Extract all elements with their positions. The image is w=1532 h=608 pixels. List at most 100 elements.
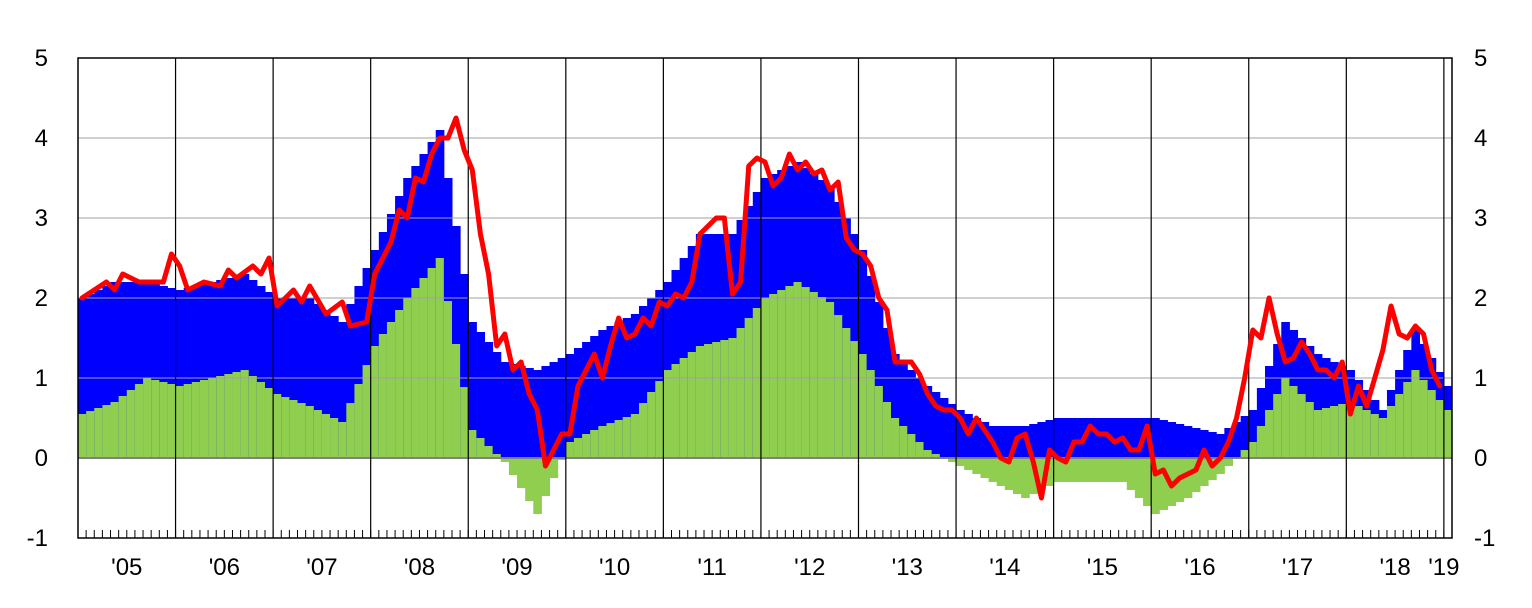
- bar-green: [126, 390, 136, 458]
- x-tick-label: '11: [697, 554, 727, 581]
- bar-green: [1386, 406, 1396, 458]
- bar-green: [297, 403, 307, 458]
- bar-green: [78, 414, 87, 458]
- bar-green: [484, 446, 494, 458]
- x-tick-label: '12: [794, 554, 825, 581]
- x-tick-label: '06: [209, 554, 240, 581]
- bar-green: [443, 301, 453, 458]
- y-tick-label-left: 0: [35, 445, 48, 472]
- bar-green: [1338, 404, 1347, 458]
- bar-green: [980, 458, 990, 478]
- bar-total: [565, 354, 575, 458]
- bar-green: [834, 315, 843, 458]
- bar-green: [1183, 458, 1193, 498]
- bar-total: [1110, 418, 1120, 458]
- bar-green: [874, 386, 884, 458]
- bar-green: [988, 458, 998, 482]
- bar-total: [882, 328, 892, 458]
- bar-green: [386, 322, 396, 458]
- bar-total: [549, 362, 559, 458]
- bar-green: [330, 418, 339, 458]
- bar-total: [1151, 418, 1160, 458]
- bar-green: [573, 438, 583, 458]
- bar-green: [565, 442, 575, 458]
- bar-green: [655, 381, 664, 458]
- x-tick-label: '08: [404, 554, 435, 581]
- bar-green: [175, 386, 185, 458]
- bar-total: [517, 366, 526, 458]
- bar-green: [110, 402, 120, 458]
- y-tick-label-left: 1: [35, 365, 48, 392]
- bar-green: [1053, 458, 1063, 482]
- bar-green: [118, 396, 128, 458]
- bar-green: [1370, 414, 1380, 458]
- bar-green: [1321, 408, 1331, 458]
- bar-green: [240, 370, 250, 458]
- bar-total: [468, 322, 477, 458]
- bar-green: [1289, 386, 1299, 458]
- y-tick-label-right: -1: [1474, 525, 1495, 552]
- bar-total: [338, 322, 347, 458]
- x-tick-label: '09: [501, 554, 532, 581]
- bar-green: [622, 417, 632, 458]
- bar-green: [736, 328, 746, 458]
- bar-total: [1004, 426, 1014, 458]
- x-tick-label: '18: [1379, 554, 1410, 581]
- bar-total: [1159, 420, 1168, 458]
- bar-green: [907, 434, 916, 458]
- bar-total: [590, 336, 599, 458]
- bar-total: [240, 274, 250, 458]
- bar-green: [679, 358, 689, 458]
- bar-green: [606, 423, 616, 458]
- bar-green: [752, 308, 762, 458]
- bar-green: [769, 294, 778, 458]
- bar-green: [777, 290, 786, 458]
- bar-green: [793, 282, 803, 458]
- bar-green: [1346, 402, 1355, 458]
- bar-total: [1037, 422, 1046, 458]
- bar-total: [264, 292, 274, 458]
- bar-green: [305, 406, 315, 458]
- bar-total: [1199, 430, 1209, 458]
- bar-green: [1411, 370, 1420, 458]
- bar-green: [289, 400, 299, 458]
- line-layer: [79, 115, 1443, 501]
- bar-green: [825, 302, 835, 458]
- bar-green: [517, 458, 526, 488]
- bar-green: [86, 411, 95, 458]
- bar-green: [1305, 402, 1315, 458]
- bar-total: [362, 268, 372, 458]
- bar-green: [1313, 410, 1323, 458]
- y-tick-label-right: 2: [1474, 285, 1487, 312]
- bar-total: [1045, 420, 1055, 458]
- bar-green: [695, 346, 705, 458]
- bar-green: [232, 372, 242, 458]
- bar-total: [972, 418, 981, 458]
- y-tick-label-left: 2: [35, 285, 48, 312]
- bar-green: [996, 458, 1006, 486]
- bar-total: [866, 276, 876, 458]
- bar-green: [671, 364, 681, 458]
- bar-green: [728, 338, 738, 458]
- bar-green: [134, 384, 144, 458]
- x-tick-label: '15: [1087, 554, 1118, 581]
- bar-total: [110, 282, 120, 458]
- bar-total: [638, 306, 648, 458]
- bar-green: [313, 410, 323, 458]
- bar-green: [1159, 458, 1168, 510]
- bar-total: [939, 398, 949, 458]
- bar-total: [199, 284, 209, 458]
- bar-green: [256, 382, 266, 458]
- bar-total: [1094, 418, 1103, 458]
- bar-total: [907, 370, 916, 458]
- bar-total: [1086, 418, 1095, 458]
- bar-green: [199, 380, 209, 458]
- bar-green: [1037, 458, 1046, 490]
- bar-green: [321, 414, 331, 458]
- bar-total: [208, 282, 217, 458]
- bar-total: [1208, 432, 1217, 458]
- bar-green: [1443, 410, 1453, 458]
- bar-green: [1224, 458, 1233, 466]
- bar-total: [1167, 422, 1177, 458]
- bar-total: [321, 310, 331, 458]
